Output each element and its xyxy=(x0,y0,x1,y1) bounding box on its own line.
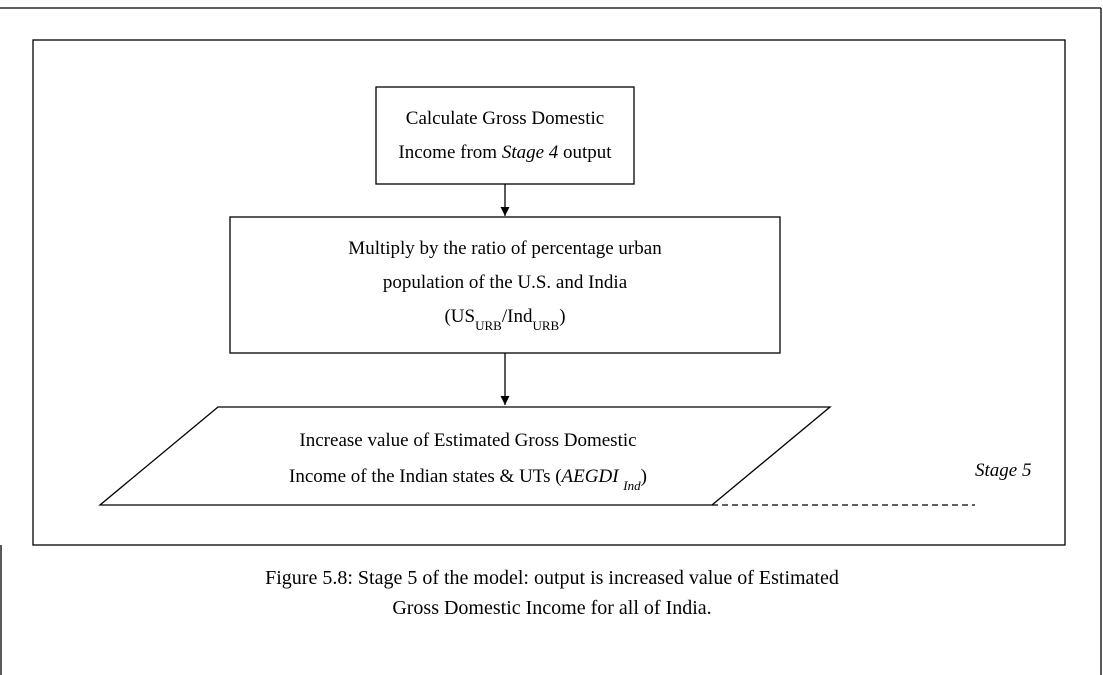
inner-frame xyxy=(32,39,1066,546)
node-text: population of the U.S. and India xyxy=(383,272,628,293)
node-text: Income from Stage 4 output xyxy=(398,142,612,163)
text-run: Income from xyxy=(398,142,497,163)
node-text: Increase value of Estimated Gross Domest… xyxy=(299,430,636,451)
frame xyxy=(0,7,1102,675)
text-run: Stage 4 xyxy=(502,142,559,163)
text-run: ) xyxy=(641,466,647,487)
node-text: Income of the Indian states & UTs (AEGDI… xyxy=(289,466,647,493)
text-run: /Ind xyxy=(502,306,533,327)
subscript: Ind xyxy=(622,478,641,493)
text-run: Income of the Indian states & UTs ( xyxy=(289,466,562,487)
stage-label: Stage 5 xyxy=(975,460,1031,481)
output-parallelogram xyxy=(98,406,832,506)
text-run: ) xyxy=(559,306,565,327)
node-text: (USURB/IndURB) xyxy=(444,306,565,333)
node-text: Multiply by the ratio of percentage urba… xyxy=(348,238,662,259)
process-box xyxy=(375,86,635,185)
caption: Figure 5.8: Stage 5 of the model: output… xyxy=(265,567,839,589)
node-text: Calculate Gross Domestic xyxy=(406,108,604,129)
subscript: URB xyxy=(532,318,559,333)
caption: Gross Domestic Income for all of India. xyxy=(392,597,711,619)
subscript: URB xyxy=(475,318,502,333)
text-run: (US xyxy=(444,306,475,327)
text-run: AEGDI xyxy=(560,466,621,487)
text-run: output xyxy=(563,142,612,163)
